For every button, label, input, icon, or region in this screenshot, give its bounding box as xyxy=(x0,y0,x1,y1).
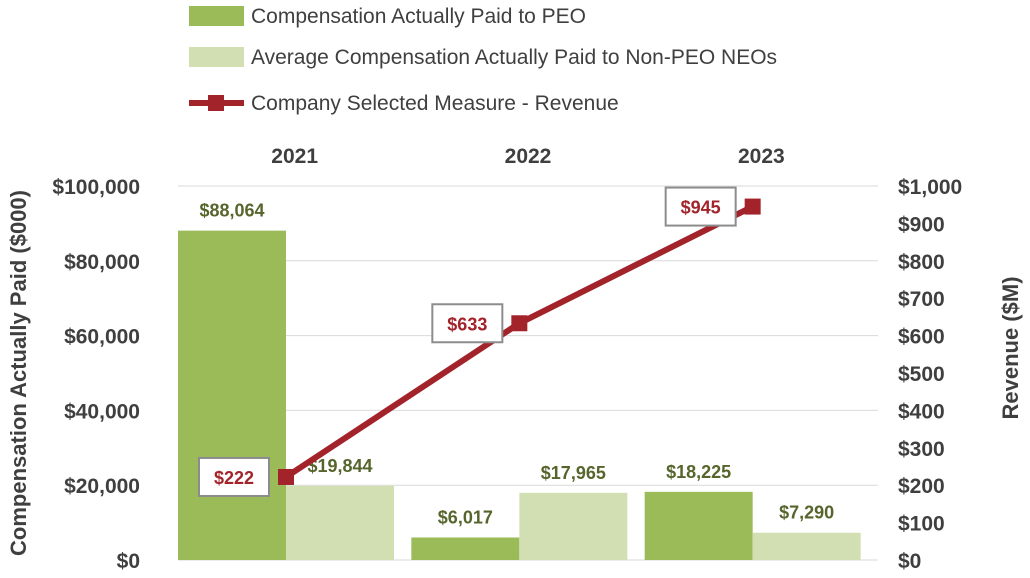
bar-label-compensation-actually-paid-to-peo-2021: $88,064 xyxy=(199,201,264,221)
right-tick-label: $900 xyxy=(898,213,945,236)
revenue-label-2021: $222 xyxy=(214,468,254,488)
legend-label-peo: Compensation Actually Paid to PEO xyxy=(251,5,586,28)
legend: Compensation Actually Paid to PEO Average… xyxy=(189,5,777,115)
right-tick-label: $600 xyxy=(898,326,945,349)
left-axis-ticks: $0 $20,000 $40,000 $60,000 $80,000 $100,000 xyxy=(52,176,140,573)
bar-average-compensation-actually-paid-to-non-peo-neos-2021 xyxy=(286,485,394,560)
revenue-marker-2021 xyxy=(278,468,294,485)
revenue-line: $222 $633 $945 xyxy=(198,186,761,497)
bar-compensation-actually-paid-to-peo-2022 xyxy=(411,537,520,560)
bar-average-compensation-actually-paid-to-non-peo-neos-2022 xyxy=(519,492,628,560)
revenue-label-box-2023 xyxy=(664,186,737,227)
bar-average-compensation-actually-paid-to-non-peo-neos-2023 xyxy=(752,532,861,560)
category-label-2021: 2021 xyxy=(271,145,318,168)
bar-compensation-actually-paid-to-peo-2021 xyxy=(178,230,286,561)
right-tick-label: $700 xyxy=(898,288,945,311)
right-tick-label: $500 xyxy=(898,363,945,386)
right-tick-label: $800 xyxy=(898,251,945,274)
bar-label-average-compensation-actually-paid-to-non-peo-neos-2023: $7,290 xyxy=(779,503,834,523)
left-tick-label: $100,000 xyxy=(52,176,140,199)
legend-label-non-peo: Average Compensation Actually Paid to No… xyxy=(251,46,777,69)
bar-label-compensation-actually-paid-to-peo-2023: $18,225 xyxy=(666,462,731,482)
left-tick-label: $20,000 xyxy=(64,475,140,498)
revenue-label-box-2021 xyxy=(198,456,270,497)
right-tick-label: $0 xyxy=(898,550,921,573)
right-tick-label: $300 xyxy=(898,438,945,461)
bar-label-average-compensation-actually-paid-to-non-peo-neos-2021: $19,844 xyxy=(307,456,372,476)
legend-marker-revenue xyxy=(208,95,224,111)
category-labels: 2021 2022 2023 xyxy=(271,145,784,168)
left-tick-label: $80,000 xyxy=(64,251,140,274)
right-tick-label: $100 xyxy=(898,513,945,536)
revenue-line-path xyxy=(284,203,755,480)
legend-swatch-peo xyxy=(189,6,244,26)
right-axis-title: Revenue ($M) xyxy=(998,276,1023,419)
revenue-label-box-2022 xyxy=(431,303,504,344)
bar-data-labels: $88,064 $19,844 $6,017 $17,965 $18,225 $7,290 xyxy=(199,201,834,528)
bar-label-average-compensation-actually-paid-to-non-peo-neos-2022: $17,965 xyxy=(541,463,606,483)
right-axis-ticks: $0 $100 $200 $300 $400 $500 $600 $700 $800 $900 $1… xyxy=(898,176,962,573)
bars xyxy=(178,230,861,561)
left-axis-title: Compensation Actually Paid ($000) xyxy=(6,190,31,556)
category-label-2022: 2022 xyxy=(505,145,552,168)
legend-label-revenue: Company Selected Measure - Revenue xyxy=(251,92,619,115)
right-tick-label: $400 xyxy=(898,400,945,423)
left-tick-label: $0 xyxy=(117,550,140,573)
revenue-marker-2023 xyxy=(744,198,761,215)
right-tick-label: $1,000 xyxy=(898,176,962,199)
bar-label-compensation-actually-paid-to-peo-2022: $6,017 xyxy=(438,507,493,527)
legend-swatch-non-peo xyxy=(189,47,244,67)
right-tick-label: $200 xyxy=(898,475,945,498)
revenue-marker-2022 xyxy=(511,315,528,332)
axis-titles: Compensation Actually Paid ($000) Revenue… xyxy=(6,190,1023,556)
category-label-2023: 2023 xyxy=(738,145,785,168)
left-tick-label: $60,000 xyxy=(64,326,140,349)
bar-compensation-actually-paid-to-peo-2023 xyxy=(644,491,753,560)
revenue-label-2023: $945 xyxy=(681,198,721,218)
revenue-label-2022: $633 xyxy=(447,314,487,334)
left-tick-label: $40,000 xyxy=(64,400,140,423)
